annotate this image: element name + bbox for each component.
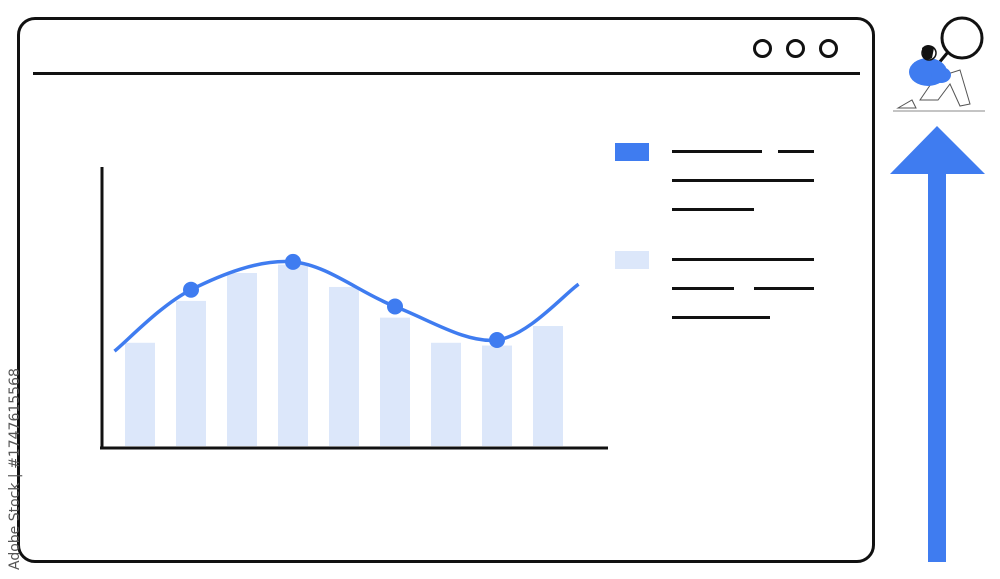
legend-placeholder-line <box>672 208 754 211</box>
watermark: Adobe Stock | #1747615568 <box>7 368 23 570</box>
legend-placeholder-line <box>754 287 814 290</box>
bar <box>176 300 206 446</box>
legend-swatch-series-1 <box>615 143 649 161</box>
window-control-dot[interactable] <box>786 39 805 58</box>
bar <box>278 264 308 446</box>
legend-placeholder-line <box>672 179 814 182</box>
window-control-dot[interactable] <box>819 39 838 58</box>
browser-window <box>17 17 875 563</box>
trend-marker <box>285 253 301 270</box>
legend-placeholder-line <box>672 287 734 290</box>
bar <box>227 273 257 446</box>
bar <box>329 286 359 446</box>
window-titlebar-divider <box>33 72 860 75</box>
bar <box>380 317 410 446</box>
window-control-dot[interactable] <box>753 39 772 58</box>
bar <box>482 345 512 446</box>
bar <box>533 326 563 446</box>
person-with-magnifier-icon <box>893 16 985 112</box>
trend-marker <box>489 331 505 348</box>
legend-placeholder-line <box>672 316 770 319</box>
bar <box>431 342 461 446</box>
bar <box>125 342 155 446</box>
legend-placeholder-line <box>672 258 814 261</box>
legend-swatch-series-2 <box>615 251 649 269</box>
trend-marker <box>387 298 403 315</box>
arrow-up-icon <box>890 126 985 562</box>
legend-placeholder-line <box>672 150 762 153</box>
trend-marker <box>183 281 199 298</box>
legend-placeholder-line <box>778 150 814 153</box>
